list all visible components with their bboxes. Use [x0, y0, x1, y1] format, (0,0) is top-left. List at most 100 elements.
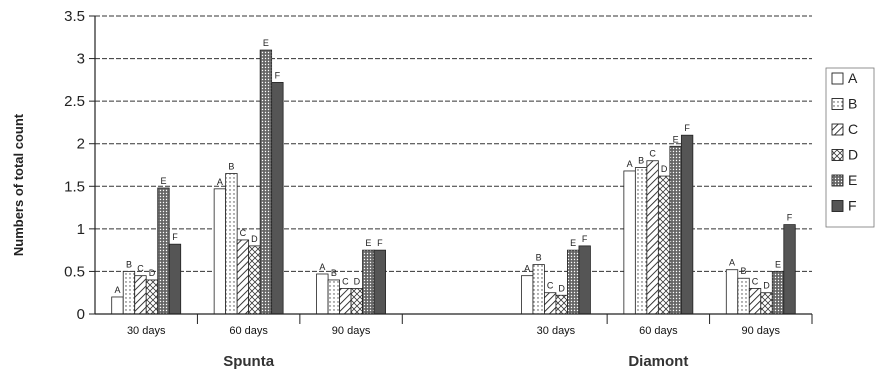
bar-letter-label: F — [172, 232, 178, 242]
bar-letter-label: C — [137, 264, 144, 274]
bar-letter-label: C — [240, 228, 247, 238]
legend-swatch-F — [831, 200, 844, 212]
y-tick-label: 2 — [77, 136, 85, 153]
bar-spunta-30-days-E — [157, 187, 170, 315]
bar-letter-label: A — [319, 262, 325, 272]
legend-swatch-A — [831, 72, 844, 85]
bar-letter-label: C — [752, 276, 759, 286]
bar-spunta-60-days-B — [225, 173, 238, 315]
bar-spunta-60-days-E — [259, 49, 273, 315]
y-tick-label: 2.5 — [64, 93, 85, 110]
bar-letter-label: F — [377, 238, 383, 248]
bar-diamont-90-days-E — [771, 271, 785, 315]
bar-diamont-60-days-E — [669, 145, 682, 315]
bar-spunta-90-days-A — [316, 273, 329, 315]
bar-spunta-90-days-C — [339, 288, 352, 315]
legend-swatch-B — [831, 98, 844, 110]
group-label-diamont: Diamont — [628, 353, 688, 370]
bar-letter-label: D — [558, 283, 565, 293]
bar-spunta-30-days-C — [134, 275, 147, 315]
bar-letter-label: A — [114, 285, 120, 295]
bar-spunta-30-days-A — [111, 296, 124, 315]
legend-label-F: F — [848, 198, 857, 214]
bar-letter-label: D — [149, 268, 156, 278]
bar-spunta-60-days-F — [271, 82, 284, 315]
bar-diamont-60-days-C — [646, 160, 659, 315]
bar-diamont-90-days-C — [748, 288, 762, 315]
bar-letter-label: F — [787, 213, 793, 223]
bar-diamont-90-days-B — [737, 277, 750, 315]
bar-spunta-30-days-D — [145, 279, 159, 315]
bar-letter-label: B — [638, 156, 644, 166]
bar-diamont-30-days-E — [567, 249, 580, 315]
bar-letter-label: E — [263, 38, 269, 48]
bar-letter-label: E — [160, 176, 166, 186]
bar-diamont-60-days-A — [623, 170, 636, 315]
bar-letter-label: A — [524, 264, 530, 274]
bar-diamont-60-days-F — [680, 134, 694, 315]
y-tick-label: 0.5 — [64, 263, 85, 280]
legend-label-D: D — [848, 147, 858, 163]
bar-diamont-90-days-F — [783, 224, 796, 315]
group-label-spunta: Spunta — [223, 353, 274, 370]
legend-label-A: A — [848, 70, 858, 86]
x-category-label: 30 days — [537, 325, 576, 337]
bar-spunta-60-days-A — [213, 188, 227, 315]
bar-letter-label: B — [536, 253, 542, 263]
legend-label-C: C — [848, 121, 858, 137]
bar-diamont-30-days-F — [578, 245, 591, 315]
y-tick-label: 0 — [77, 306, 85, 323]
legend-swatch-E — [831, 174, 844, 187]
bar-spunta-30-days-F — [168, 243, 182, 315]
bar-letter-label: B — [331, 268, 337, 278]
bar-spunta-60-days-C — [236, 239, 250, 315]
bar-diamont-30-days-D — [555, 294, 568, 315]
bar-diamont-30-days-A — [521, 275, 534, 315]
y-tick-label: 1.5 — [64, 178, 85, 195]
bar-letter-label: D — [661, 164, 668, 174]
bar-letter-label: E — [570, 238, 576, 248]
bar-letter-label: F — [275, 70, 281, 80]
x-category-label: 30 days — [127, 325, 166, 337]
legend-label-E: E — [848, 172, 857, 188]
bar-letter-label: D — [763, 281, 770, 291]
x-category-label: 60 days — [229, 325, 268, 337]
axes: 0 0.5 1 1.5 2 2.5 3 3.5 30 days 60 days 90 days Spu… — [64, 8, 813, 370]
bar-letter-label: C — [649, 149, 656, 159]
legend-swatch-C — [831, 123, 844, 136]
bar-letter-label: E — [365, 238, 371, 248]
bar-letter-label: D — [251, 234, 258, 244]
bar-letter-label: F — [684, 123, 690, 133]
bar-letter-label: F — [582, 234, 588, 244]
bar-spunta-60-days-D — [248, 245, 261, 315]
bar-letter-label: A — [217, 177, 223, 187]
bar-letter-label: D — [354, 276, 361, 286]
bar-letter-label: C — [547, 281, 554, 291]
bar-letter-label: B — [741, 266, 747, 276]
bar-diamont-30-days-C — [544, 292, 557, 315]
bar-letter-label: A — [729, 258, 735, 268]
bar-diamont-90-days-A — [725, 269, 739, 315]
x-category-label: 60 days — [639, 325, 678, 337]
bar-spunta-90-days-B — [327, 279, 340, 315]
bar-diamont-60-days-B — [634, 167, 648, 315]
x-category-label: 90 days — [742, 325, 781, 337]
legend-label-B: B — [848, 96, 857, 112]
bar-diamont-30-days-B — [532, 264, 545, 315]
x-category-label: 90 days — [332, 325, 371, 337]
bar-diamont-90-days-D — [760, 292, 773, 315]
bar-letter-label: C — [342, 276, 349, 286]
bar-spunta-90-days-E — [362, 249, 375, 315]
bar-letter-label: B — [228, 162, 234, 172]
bar-letter-label: B — [126, 259, 132, 269]
bar-letter-label: A — [627, 159, 633, 169]
bar-spunta-90-days-F — [373, 249, 386, 315]
bar-spunta-30-days-B — [122, 271, 136, 315]
y-axis-label: Numbers of total count — [11, 113, 26, 256]
bar-diamont-60-days-D — [657, 175, 671, 315]
y-tick-label: 3 — [77, 51, 85, 68]
bar-spunta-90-days-D — [350, 288, 363, 315]
